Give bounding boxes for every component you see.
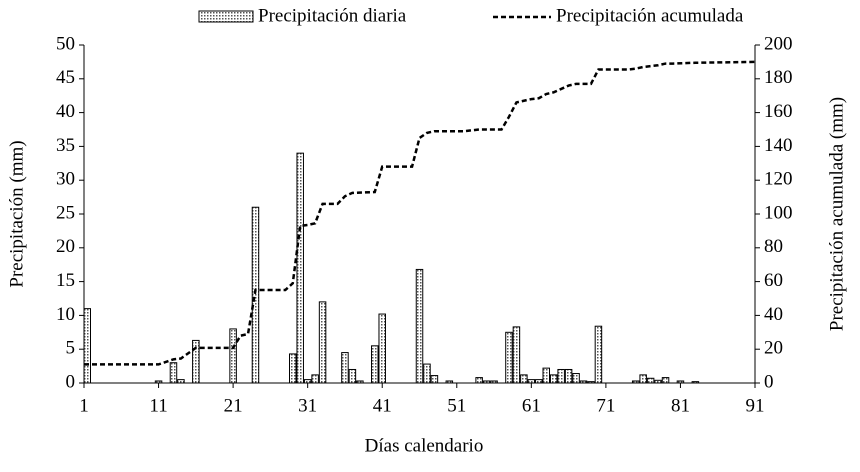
bar — [83, 308, 91, 384]
bar — [154, 380, 163, 384]
x-tick-label: 91 — [746, 395, 765, 416]
legend-label: Precipitación acumulada — [556, 5, 744, 26]
bar — [691, 381, 700, 384]
bar — [303, 379, 312, 384]
bar — [512, 326, 521, 384]
x-tick-label: 11 — [149, 395, 167, 416]
bar — [639, 374, 647, 384]
bar — [169, 362, 178, 384]
bar — [348, 368, 357, 384]
bar — [289, 353, 297, 384]
y-tick-label: 10 — [56, 304, 75, 325]
bar — [654, 379, 662, 384]
y-tick-label: 35 — [56, 135, 75, 156]
bar — [535, 379, 543, 384]
y-tick-label: 30 — [56, 169, 75, 190]
y-tick-label: 40 — [56, 101, 75, 122]
y-tick-label: 0 — [66, 371, 76, 392]
x-tick-label: 31 — [298, 395, 317, 416]
x-tick-label: 71 — [596, 395, 615, 416]
y-axis-label: Precipitación (mm) — [6, 140, 27, 287]
x-tick-label: 41 — [373, 395, 392, 416]
bar — [631, 380, 640, 384]
bar — [311, 374, 319, 384]
bar — [520, 374, 528, 384]
bar — [177, 379, 185, 384]
x-tick-label: 61 — [522, 395, 541, 416]
bar — [587, 381, 595, 384]
bar — [445, 380, 454, 384]
y2-tick-label: 100 — [764, 202, 793, 223]
legend-bar-icon — [198, 10, 254, 23]
bar — [318, 301, 327, 384]
x-axis-label: Días calendario — [365, 435, 484, 456]
y2-axis-label: Precipitación acumulada (mm) — [826, 97, 847, 331]
y-tick-label: 50 — [56, 33, 75, 54]
bar — [572, 373, 580, 384]
y-tick-label: 20 — [56, 236, 75, 257]
x-tick-label: 1 — [79, 395, 89, 416]
y-tick-label: 45 — [56, 67, 75, 88]
bar — [192, 339, 200, 384]
y-tick-label: 15 — [56, 270, 75, 291]
y2-tick-label: 140 — [764, 135, 793, 156]
bar — [646, 377, 655, 384]
y2-tick-label: 200 — [764, 33, 793, 54]
bar — [579, 380, 588, 384]
y-tick-label: 25 — [56, 202, 75, 223]
bar — [251, 206, 260, 384]
x-tick-label: 21 — [224, 395, 243, 416]
bar — [296, 152, 304, 384]
legend-label: Precipitación diaria — [258, 5, 407, 26]
bar — [549, 374, 558, 384]
bar — [527, 379, 536, 384]
y2-tick-label: 0 — [764, 371, 774, 392]
y2-tick-label: 40 — [764, 304, 783, 325]
bar — [356, 380, 364, 384]
y2-tick-label: 120 — [764, 169, 793, 190]
cumulative-line — [84, 60, 756, 366]
bar — [475, 377, 483, 384]
y2-tick-label: 80 — [764, 236, 783, 257]
y-tick-label: 5 — [66, 338, 76, 359]
bar — [482, 380, 491, 384]
bar — [371, 345, 379, 384]
x-tick-label: 51 — [447, 395, 466, 416]
bar — [378, 313, 386, 384]
bar — [415, 268, 424, 384]
y2-tick-label: 20 — [764, 338, 783, 359]
bar — [557, 368, 565, 384]
x-tick-label: 81 — [671, 395, 690, 416]
bar — [594, 325, 603, 384]
y2-tick-label: 180 — [764, 67, 793, 88]
bar — [505, 331, 513, 384]
bar — [423, 363, 431, 384]
bar — [490, 380, 498, 384]
bar — [661, 377, 670, 384]
bar — [676, 380, 685, 384]
bar — [341, 352, 349, 384]
y2-tick-label: 60 — [764, 270, 783, 291]
bar — [430, 375, 439, 384]
bar — [542, 367, 550, 384]
bar — [564, 368, 573, 384]
y2-tick-label: 160 — [764, 101, 793, 122]
bar — [229, 328, 237, 384]
